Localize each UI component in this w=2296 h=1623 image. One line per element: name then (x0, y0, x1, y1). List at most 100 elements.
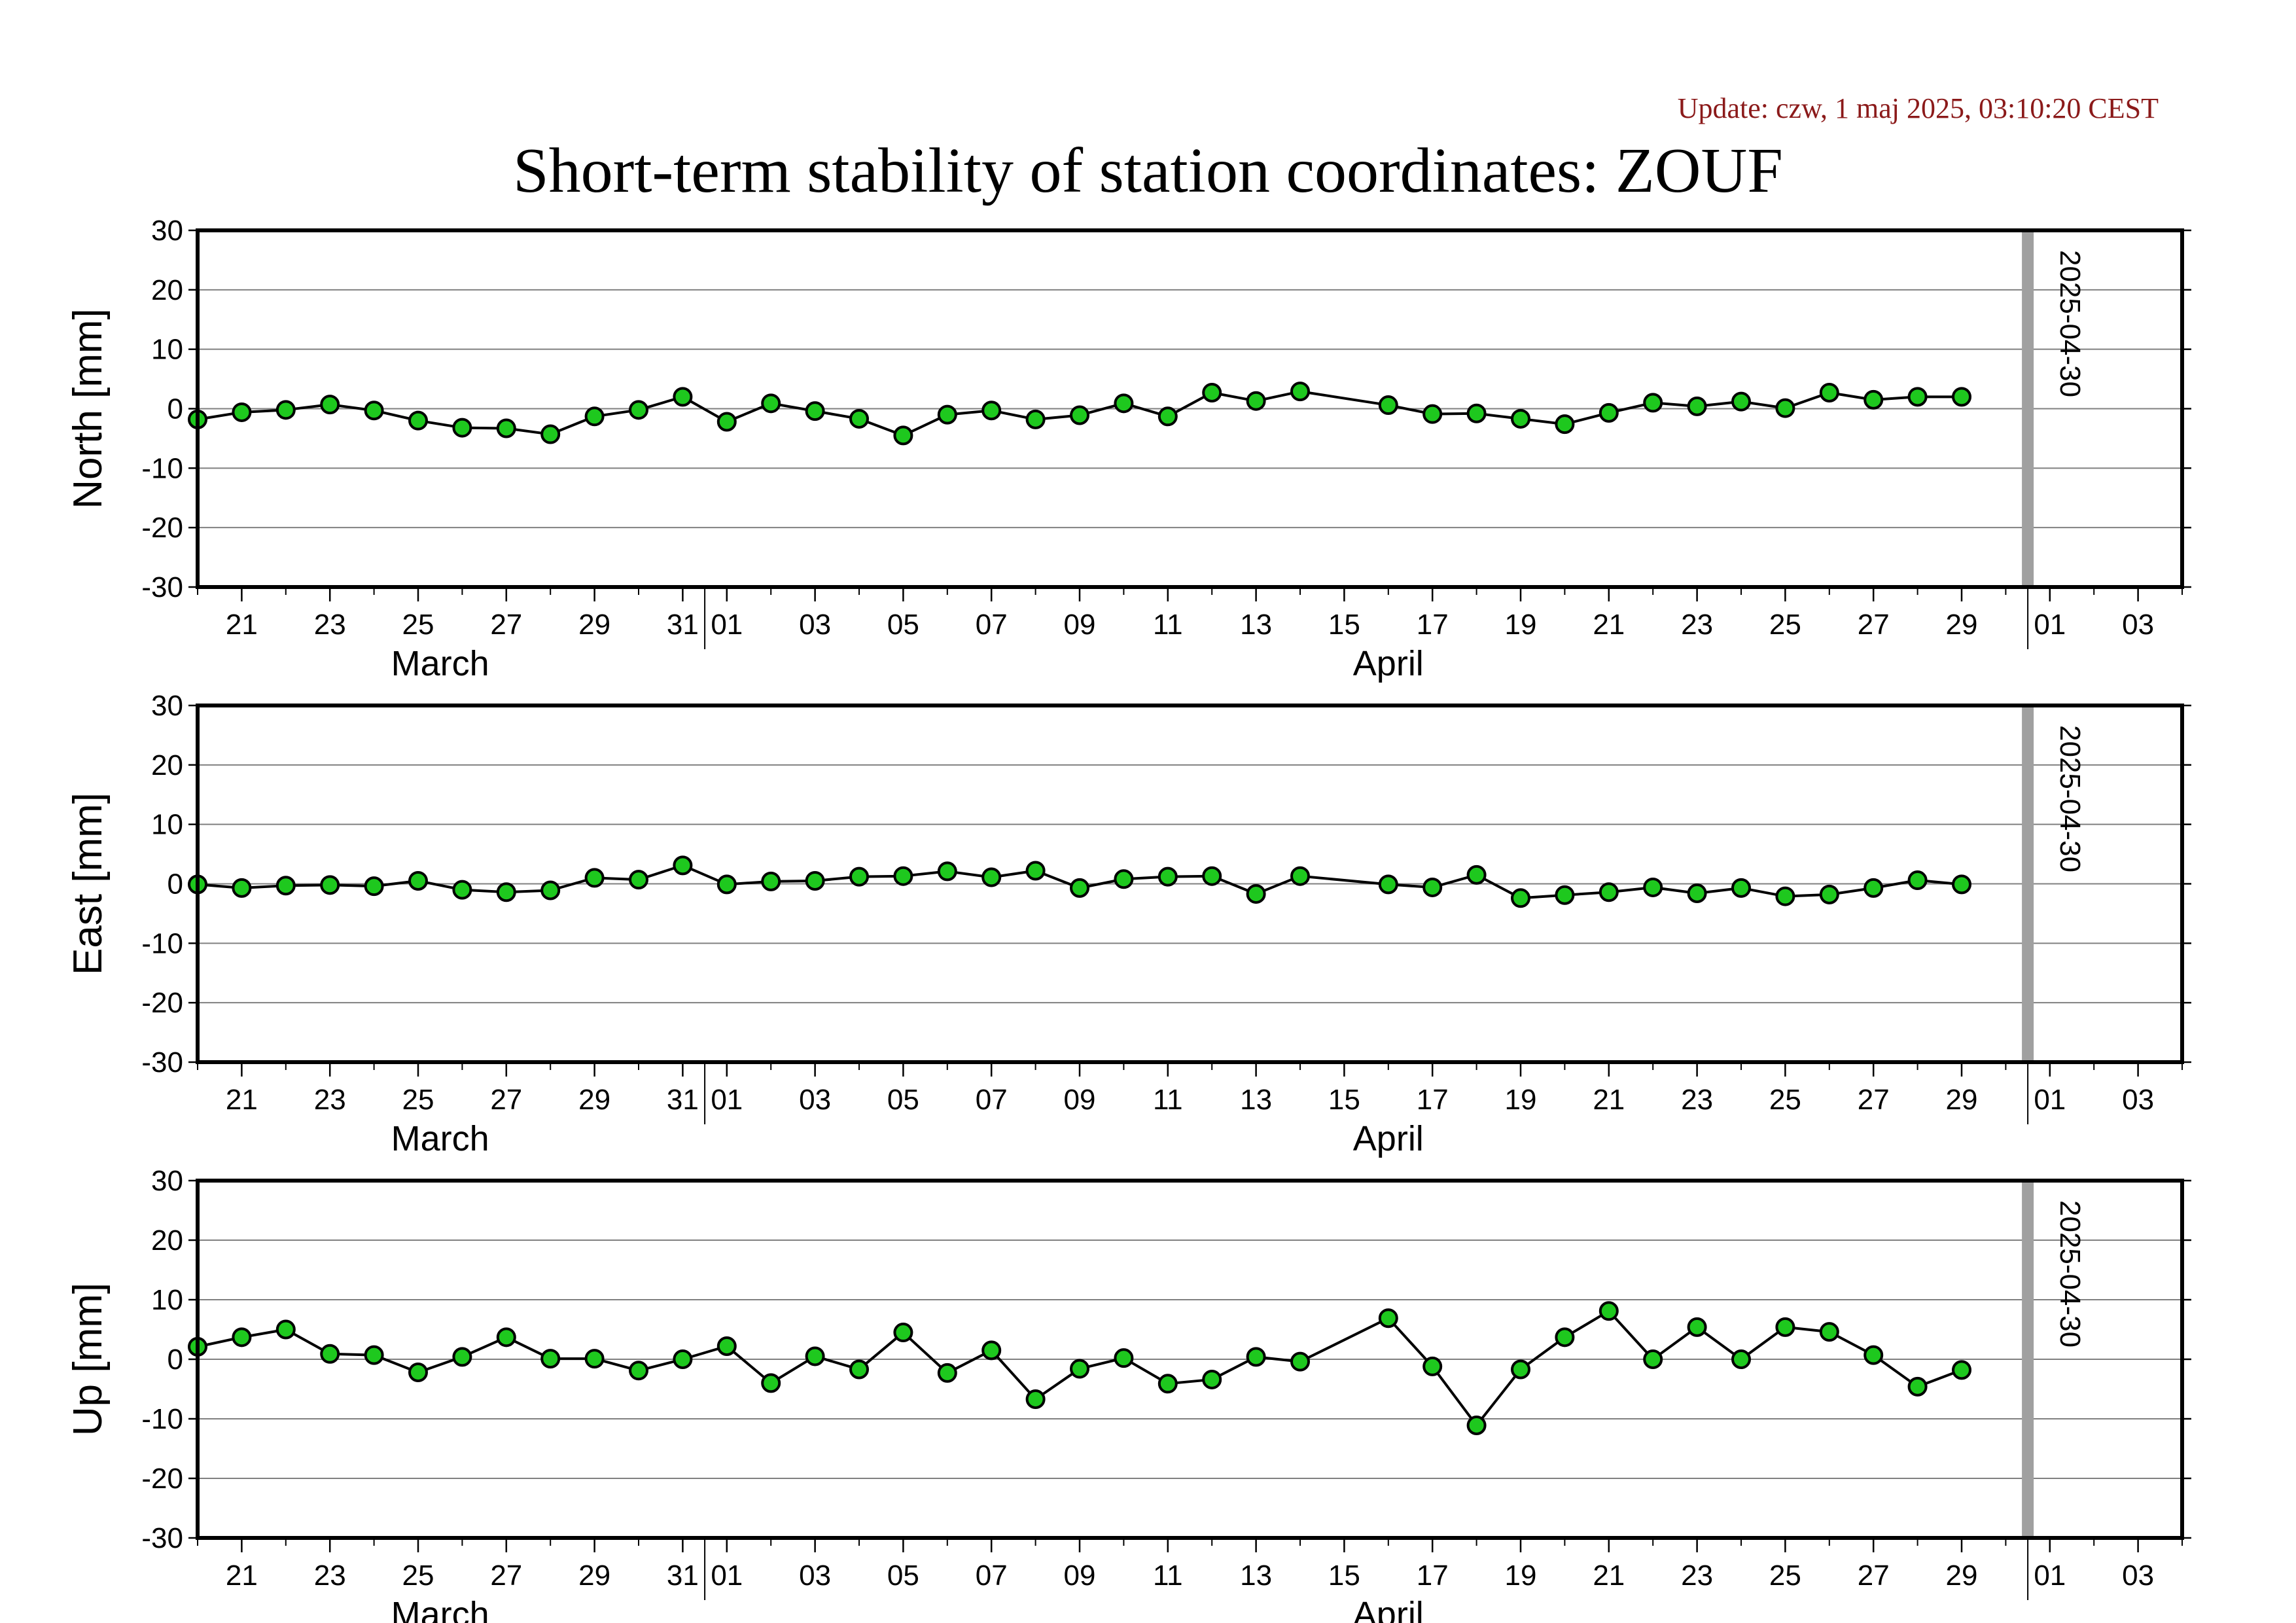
east-x-tick-label: 07 (976, 1084, 1008, 1116)
up-x-tick-label: 21 (1593, 1560, 1625, 1592)
up-data-point (320, 1344, 340, 1364)
up-data-point (408, 1363, 428, 1383)
east-data-point (673, 855, 693, 876)
up-data-point (1863, 1345, 1884, 1365)
east-x-tick-label: 25 (1769, 1084, 1801, 1116)
north-x-tick-label: 03 (799, 609, 831, 641)
up-data-point (849, 1359, 869, 1380)
north-data-point (452, 418, 472, 438)
north-y-tick-label: -10 (141, 452, 183, 484)
east-x-tick-label: 23 (314, 1084, 346, 1116)
east-data-point (1378, 874, 1398, 895)
east-x-tick-label: 27 (490, 1084, 522, 1116)
north-data-point (1422, 404, 1443, 424)
north-data-point (937, 404, 957, 425)
north-month-label-march: March (391, 644, 489, 683)
up-data-point (232, 1327, 252, 1347)
east-data-point (1114, 869, 1134, 889)
up-frame (196, 1179, 2184, 1540)
east-data-point (1511, 888, 1530, 908)
up-data-point (1202, 1369, 1222, 1389)
east-data-point (408, 870, 428, 891)
north-data-point (1643, 393, 1663, 413)
up-y-tick-label: 30 (151, 1165, 183, 1197)
north-data-point (1598, 402, 1619, 423)
up-data-point (584, 1349, 605, 1369)
east-x-tick-label: 13 (1240, 1084, 1272, 1116)
north-panel: 30 20 10 0 -10 -20 -30 2025-04-30 21 23 25 27 29 31 01… (65, 215, 2191, 683)
north-x-tick-label: 25 (402, 609, 434, 641)
north-data-point (1555, 414, 1575, 435)
east-y-tick-label: -30 (141, 1046, 183, 1079)
up-x-tick-label: 01 (711, 1560, 743, 1592)
up-data-point (496, 1327, 516, 1347)
north-data-point (584, 406, 605, 427)
north-x-tick-label: 19 (1505, 609, 1537, 641)
east-x-tick-label: 31 (667, 1084, 699, 1116)
east-x-tick-label: 27 (1858, 1084, 1890, 1116)
up-data-point (1907, 1376, 1928, 1397)
east-x-tick-label: 23 (1681, 1084, 1713, 1116)
up-data-point (1598, 1301, 1619, 1321)
up-data-point (716, 1336, 737, 1356)
north-data-point (1378, 395, 1398, 416)
up-x-tick-label: 15 (1328, 1560, 1360, 1592)
up-x-tick-label: 19 (1505, 1560, 1537, 1592)
north-data-point (232, 402, 252, 422)
north-x-tick-label: 29 (578, 609, 610, 641)
up-x-tick-label: 21 (226, 1560, 258, 1592)
east-data-point (1246, 883, 1266, 904)
up-y-tick-label: 10 (151, 1284, 183, 1316)
east-x-tick-label: 01 (711, 1084, 743, 1116)
east-data-point (1731, 878, 1751, 898)
east-y-axis-title: East [mm] (65, 793, 111, 975)
north-frame (196, 228, 2184, 589)
north-y-tick-label: 30 (151, 215, 183, 247)
up-data-point (1731, 1349, 1751, 1369)
up-x-tick-label: 29 (1946, 1560, 1978, 1592)
east-y-tick-label: 10 (151, 809, 183, 841)
north-x-tick-label: 01 (2034, 609, 2066, 641)
up-data-point (1378, 1308, 1398, 1329)
up-date-marker-label: 2025-04-30 (2054, 1200, 2086, 1347)
east-x-tick-label: 03 (2122, 1084, 2154, 1116)
up-data-point (1290, 1351, 1310, 1372)
north-data-point (1511, 408, 1530, 429)
east-data-point (629, 870, 648, 890)
up-x-tick-label: 01 (2034, 1560, 2066, 1592)
up-data-point (1114, 1348, 1134, 1368)
east-data-point (1202, 866, 1222, 886)
up-x-tick-label: 13 (1240, 1560, 1272, 1592)
north-data-point (1114, 393, 1134, 414)
update-timestamp: Update: czw, 1 maj 2025, 03:10:20 CEST (1677, 92, 2159, 124)
up-x-tick-label: 17 (1417, 1560, 1449, 1592)
east-x-tick-label: 29 (578, 1084, 610, 1116)
up-data-point (1643, 1349, 1663, 1369)
east-y-tick-label: 20 (151, 749, 183, 781)
north-data-point (320, 395, 340, 415)
north-data-point (364, 401, 384, 421)
east-data-point (937, 861, 957, 882)
east-month-label-march: March (391, 1119, 489, 1158)
north-data-point (981, 401, 1002, 421)
east-y-tick-label: -20 (141, 987, 183, 1019)
east-data-point (893, 866, 913, 886)
north-data-point (1863, 389, 1884, 410)
up-data-point (540, 1349, 561, 1369)
north-x-tick-label: 21 (1593, 609, 1625, 641)
north-data-point (1202, 382, 1222, 402)
east-data-point (540, 880, 561, 901)
east-x-tick-label: 21 (226, 1084, 258, 1116)
east-x-tick-label: 25 (402, 1084, 434, 1116)
north-data-point (275, 400, 296, 420)
up-y-tick-label: -20 (141, 1463, 183, 1495)
north-data-point (540, 424, 561, 444)
up-data-point (1466, 1416, 1487, 1436)
north-data-point (408, 410, 428, 431)
north-x-tick-label: 27 (1858, 609, 1890, 641)
east-data-point (452, 880, 472, 900)
north-series-line (197, 390, 1962, 437)
north-data-point (1157, 406, 1178, 427)
east-y-tick-label: -10 (141, 927, 183, 959)
